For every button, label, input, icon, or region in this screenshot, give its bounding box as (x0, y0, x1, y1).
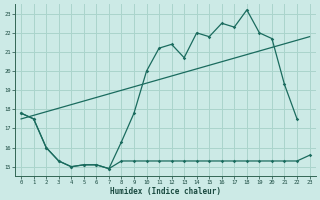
X-axis label: Humidex (Indice chaleur): Humidex (Indice chaleur) (110, 187, 221, 196)
